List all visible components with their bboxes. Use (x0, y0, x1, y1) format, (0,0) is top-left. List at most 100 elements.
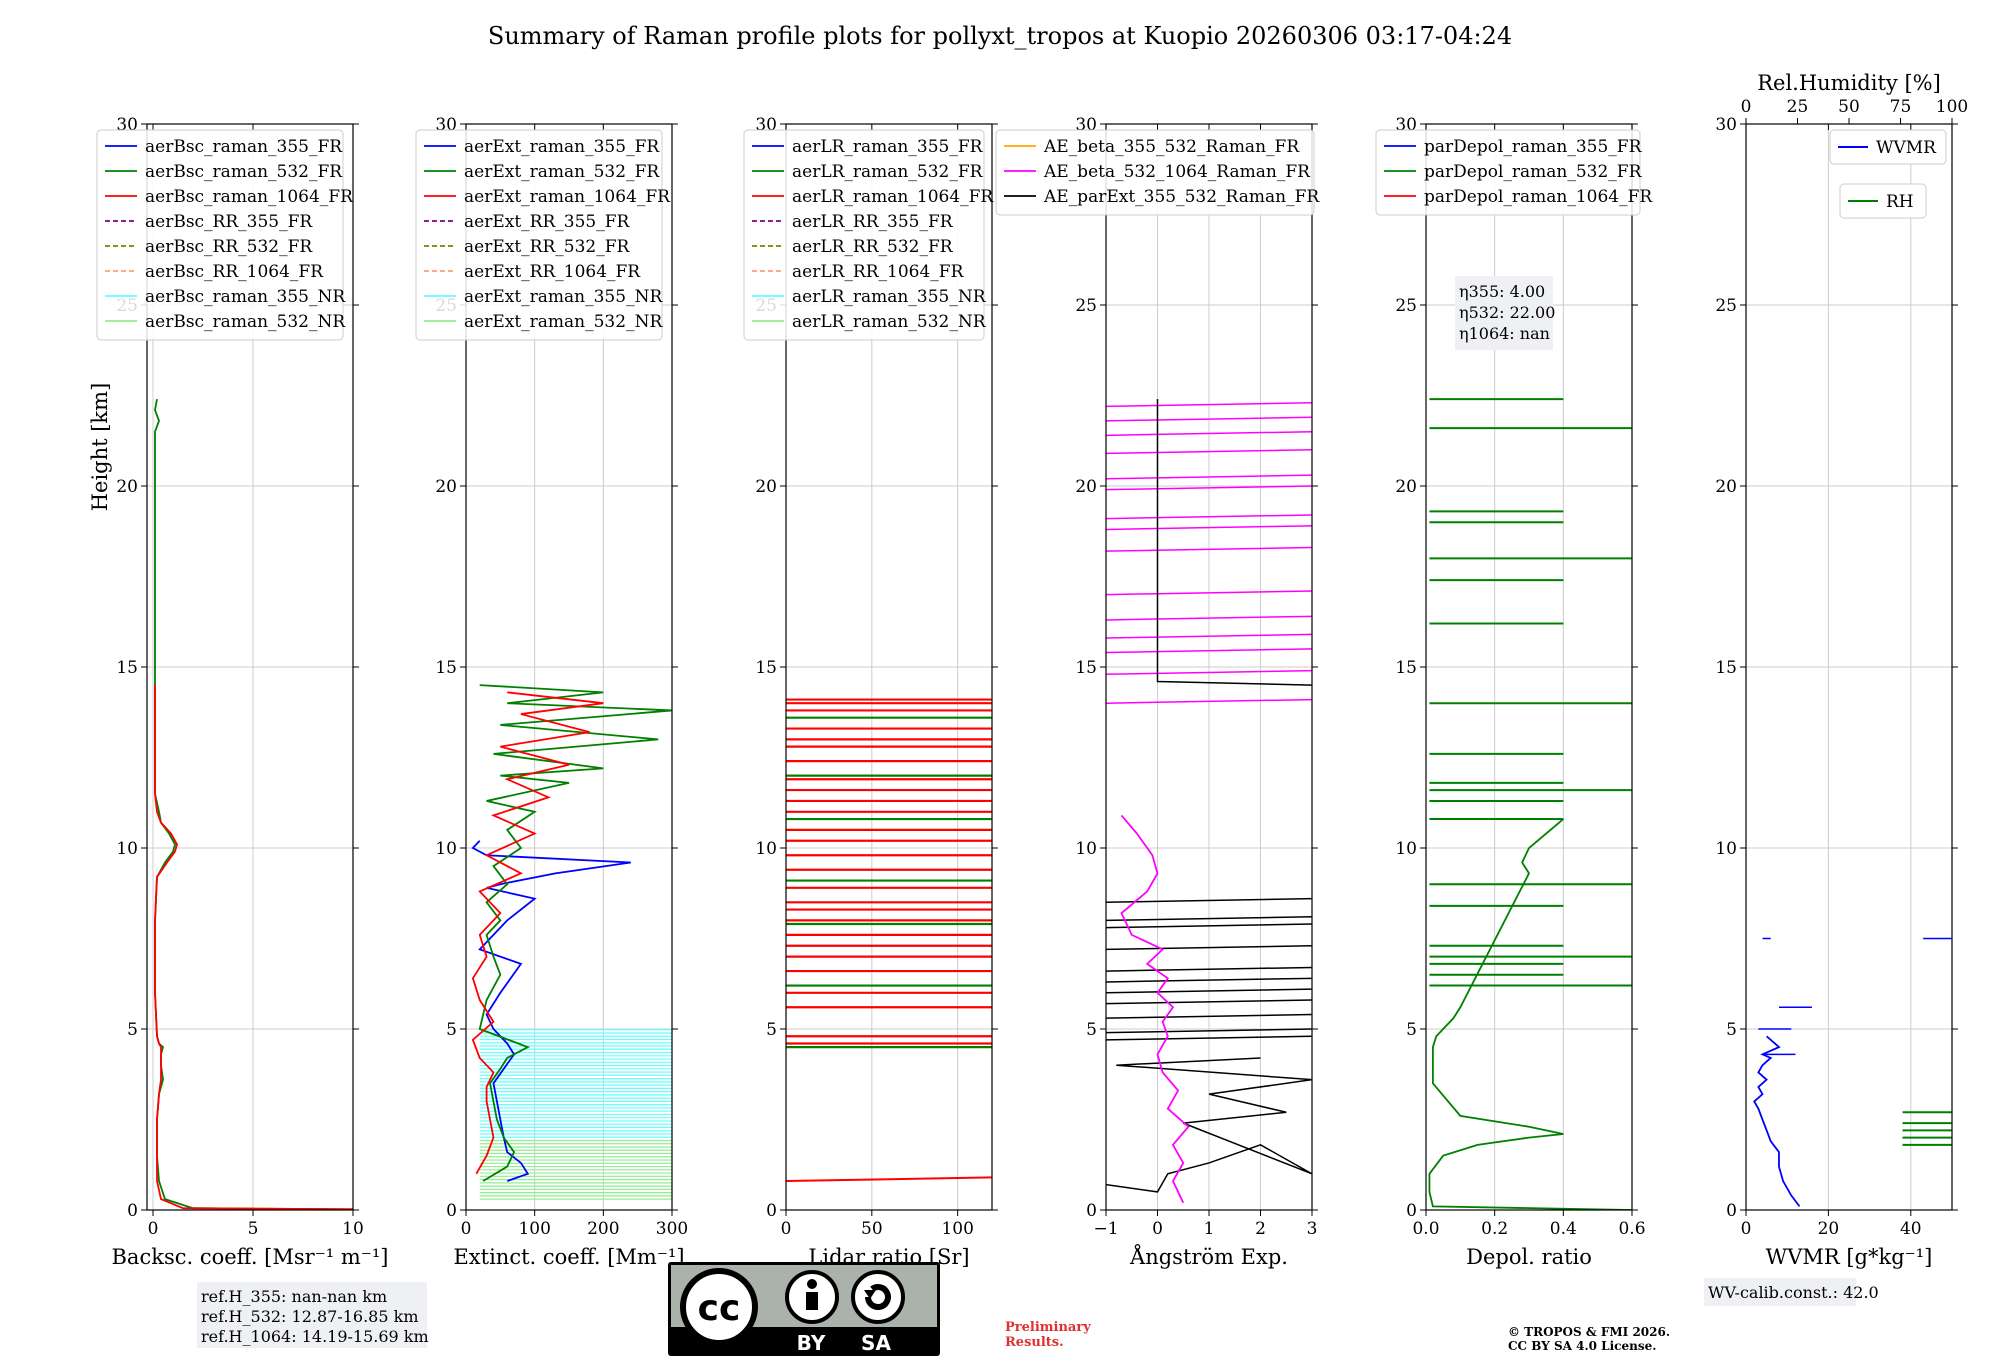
ytick-label: 20 (755, 477, 777, 497)
ae-beta-trace (1106, 416, 1312, 422)
xtick-label: 100 (518, 1219, 550, 1239)
legend-label: aerBsc_RR_532_FR (145, 237, 313, 257)
figure-title: Summary of Raman profile plots for polly… (488, 22, 1512, 50)
ytick-label: 15 (755, 658, 777, 678)
xtick-label: 0 (148, 1219, 159, 1239)
ytick-label: 20 (1075, 477, 1097, 497)
xtick-label: 100 (941, 1219, 973, 1239)
series-aerExt_raman_355_FR (471, 840, 631, 1182)
ae-beta-trace (1106, 669, 1312, 675)
ae-parext-trace (1106, 1057, 1312, 1193)
xtick-label: 200 (587, 1219, 619, 1239)
ae-beta-trace (1106, 648, 1312, 654)
ytick-label: 15 (1715, 658, 1737, 678)
legend-label: aerBsc_raman_355_FR (145, 137, 343, 157)
ylabel: Height [km] (88, 383, 112, 512)
plot-area (154, 398, 353, 1210)
legend: parDepol_raman_355_FR parDepol_raman_532_… (1375, 129, 1653, 216)
ytick-label: 25 (1715, 296, 1737, 316)
ytick-label: 10 (116, 839, 138, 859)
wv-calib-text: WV-calib.const.: 42.0 (1708, 1283, 1879, 1302)
ytick-label: 15 (116, 658, 138, 678)
legend-label: aerLR_RR_1064_FR (792, 262, 965, 282)
panel-water_vapor: 0 20 40 0 5 10 15 20 25 30 WVMR [g*kg⁻¹] 0 25 50 75 100… (1704, 71, 1968, 1306)
xtick-label: −1 (1093, 1219, 1118, 1239)
ae-parext-trace (1156, 399, 1312, 686)
legend-label: parDepol_raman_532_FR (1424, 162, 1643, 182)
ae-beta-trace (1106, 474, 1312, 480)
ytick-label: 0 (446, 1201, 457, 1221)
eta-text: η1064: nan (1459, 324, 1550, 343)
ytick-label: 25 (1395, 296, 1417, 316)
ytick-label: 25 (1075, 296, 1097, 316)
ytick-label: 5 (766, 1020, 777, 1040)
xtick-label: 50 (861, 1219, 883, 1239)
legend-label: aerBsc_raman_1064_FR (145, 187, 354, 207)
xtick-label: 2 (1255, 1219, 1266, 1239)
xtick-label: 0.0 (1412, 1219, 1439, 1239)
ae-beta-trace (1106, 430, 1312, 437)
ytick-label: 0 (1726, 1201, 1737, 1221)
xlabel: Ångström Exp. (1129, 1244, 1288, 1269)
legend-box (1375, 129, 1641, 216)
plot-area (786, 698, 992, 1183)
legend: aerBsc_raman_355_FR aerBsc_raman_532_FRae… (96, 129, 354, 341)
legend-label: aerLR_RR_355_FR (792, 212, 954, 232)
ae-beta-trace (1106, 590, 1312, 596)
ytick-label: 5 (1086, 1020, 1097, 1040)
plot-area (1106, 399, 1312, 1204)
eta-text: η355: 4.00 (1459, 282, 1545, 301)
legend-label: aerLR_raman_1064_FR (792, 187, 994, 207)
series-parDepol_raman_532_FR (1428, 818, 1632, 1210)
ae-beta-trace (1106, 615, 1312, 621)
ae-parext-trace (1106, 977, 1312, 983)
xtick-label: 1 (1204, 1219, 1215, 1239)
xtick-label: 0 (1152, 1219, 1163, 1239)
legend-box (415, 129, 663, 341)
ae-parext-trace (1106, 966, 1312, 972)
ae-parext-trace (1106, 1035, 1312, 1041)
xtick-label: 40 (1900, 1219, 1922, 1239)
preliminary-line2: Results. (1005, 1335, 1064, 1350)
ae-parext-trace (1106, 944, 1312, 951)
panel-lidar_ratio: 050100051015202530Lidar ratio [Sr]aerLR_… (743, 115, 998, 1269)
cc-by-label: BY (797, 1331, 826, 1355)
ref-height-text: ref.H_532: 12.87-16.85 km (201, 1307, 419, 1326)
xtick-label: 0 (1741, 1219, 1752, 1239)
copyright-line1: © TROPOS & FMI 2026. (1508, 1325, 1670, 1339)
panels: 0510051015202530Backsc. coeff. [Msr⁻¹ m⁻… (88, 71, 1968, 1348)
ytick-label: 15 (435, 658, 457, 678)
ae-beta-trace (1106, 633, 1312, 639)
xlabel: Backsc. coeff. [Msr⁻¹ m⁻¹] (112, 1245, 389, 1269)
ytick-label: 10 (1075, 839, 1097, 859)
xlabel: Depol. ratio (1466, 1245, 1592, 1269)
cc-logo-text: cc (698, 1288, 741, 1329)
preliminary-line1: Preliminary (1005, 1320, 1091, 1335)
ytick-label: 5 (1726, 1020, 1737, 1040)
series-WVMR (1753, 1035, 1801, 1207)
ae-parext-trace (1106, 897, 1312, 904)
legend-label: aerLR_raman_532_NR (792, 312, 987, 332)
legend-rh: RH (1839, 183, 1927, 219)
legend-label: AE_beta_532_1064_Raman_FR (1043, 162, 1311, 182)
legend-label: AE_parExt_355_532_Raman_FR (1043, 187, 1320, 207)
xlabel: Extinct. coeff. [Mm⁻¹] (453, 1245, 684, 1269)
ae-parext-trace (1106, 1013, 1312, 1019)
top-xtick-label: 0 (1741, 97, 1752, 117)
legend-label: aerLR_raman_355_NR (792, 287, 987, 307)
xtick-label: 5 (248, 1219, 259, 1239)
legend: aerLR_raman_355_FR aerLR_raman_532_FR aerL… (743, 129, 994, 341)
legend-box (995, 129, 1315, 216)
cc-license-badge: cc BY SA (668, 1262, 940, 1356)
ytick-label: 0 (1086, 1201, 1097, 1221)
legend-label: RH (1886, 192, 1914, 212)
ae-beta-trace (1106, 485, 1312, 491)
xtick-label: 0.4 (1550, 1219, 1577, 1239)
legend-label: aerLR_RR_532_FR (792, 237, 954, 257)
wv-calib-box: WV-calib.const.: 42.0 (1704, 1278, 1879, 1306)
panel-backscatter: 0510051015202530Backsc. coeff. [Msr⁻¹ m⁻… (88, 115, 429, 1348)
ae-beta-trace (1106, 698, 1312, 704)
ytick-label: 10 (755, 839, 777, 859)
series-aerExt_raman_532_FR (478, 684, 672, 1182)
